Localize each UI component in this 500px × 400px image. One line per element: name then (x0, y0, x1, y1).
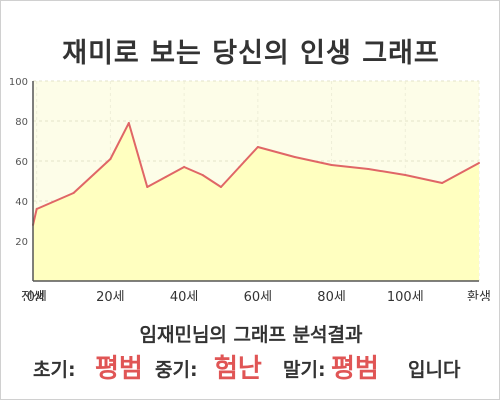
data-point (293, 156, 296, 158)
early-value: 평범 (95, 354, 143, 384)
data-point (201, 174, 204, 176)
data-point (256, 146, 259, 148)
data-point (109, 158, 112, 160)
data-point (441, 182, 444, 184)
analysis-title: 임재민님의 그래프 분석결과 (139, 324, 363, 346)
late-label: 말기: (283, 359, 326, 381)
data-point (330, 164, 333, 166)
y-tick-label: 100 (9, 77, 28, 88)
data-point (238, 166, 241, 168)
data-point (35, 208, 38, 210)
data-point (127, 122, 130, 124)
y-tick-label: 40 (15, 197, 28, 208)
area-fill (33, 123, 479, 281)
data-point (183, 166, 186, 168)
data-point (164, 176, 167, 178)
ending-text: 입니다 (408, 359, 461, 381)
early-label: 초기: (33, 359, 76, 381)
y-tick-label: 60 (15, 157, 28, 168)
data-point (478, 162, 480, 164)
data-point (219, 186, 222, 188)
analysis-summary: 초기: 평범 중기: 험난 말기: 평범 입니다 (1, 345, 500, 385)
x-tick-label: 20세 (96, 290, 125, 301)
x-tick-label: 100세 (387, 290, 424, 301)
x-tick-label: 0세 (27, 290, 47, 301)
x-tick-label: 60세 (244, 290, 273, 301)
middle-value: 험난 (214, 354, 262, 384)
late-value: 평범 (331, 354, 379, 384)
y-tick-label: 80 (15, 117, 28, 128)
x-tick-label: 전생 (21, 290, 45, 301)
y-tick-label: 20 (15, 237, 28, 248)
series-line (32, 122, 480, 226)
x-tick-label: 80세 (317, 290, 346, 301)
data-point (404, 174, 407, 176)
data-point (146, 186, 149, 188)
chart-title: 재미로 보는 당신의 인생 그래프 (62, 38, 440, 69)
x-tick-label: 40세 (170, 290, 199, 301)
data-point (367, 168, 370, 170)
data-point (72, 192, 75, 194)
middle-label: 중기: (155, 359, 198, 381)
x-tick-label: 환생 (467, 290, 491, 301)
